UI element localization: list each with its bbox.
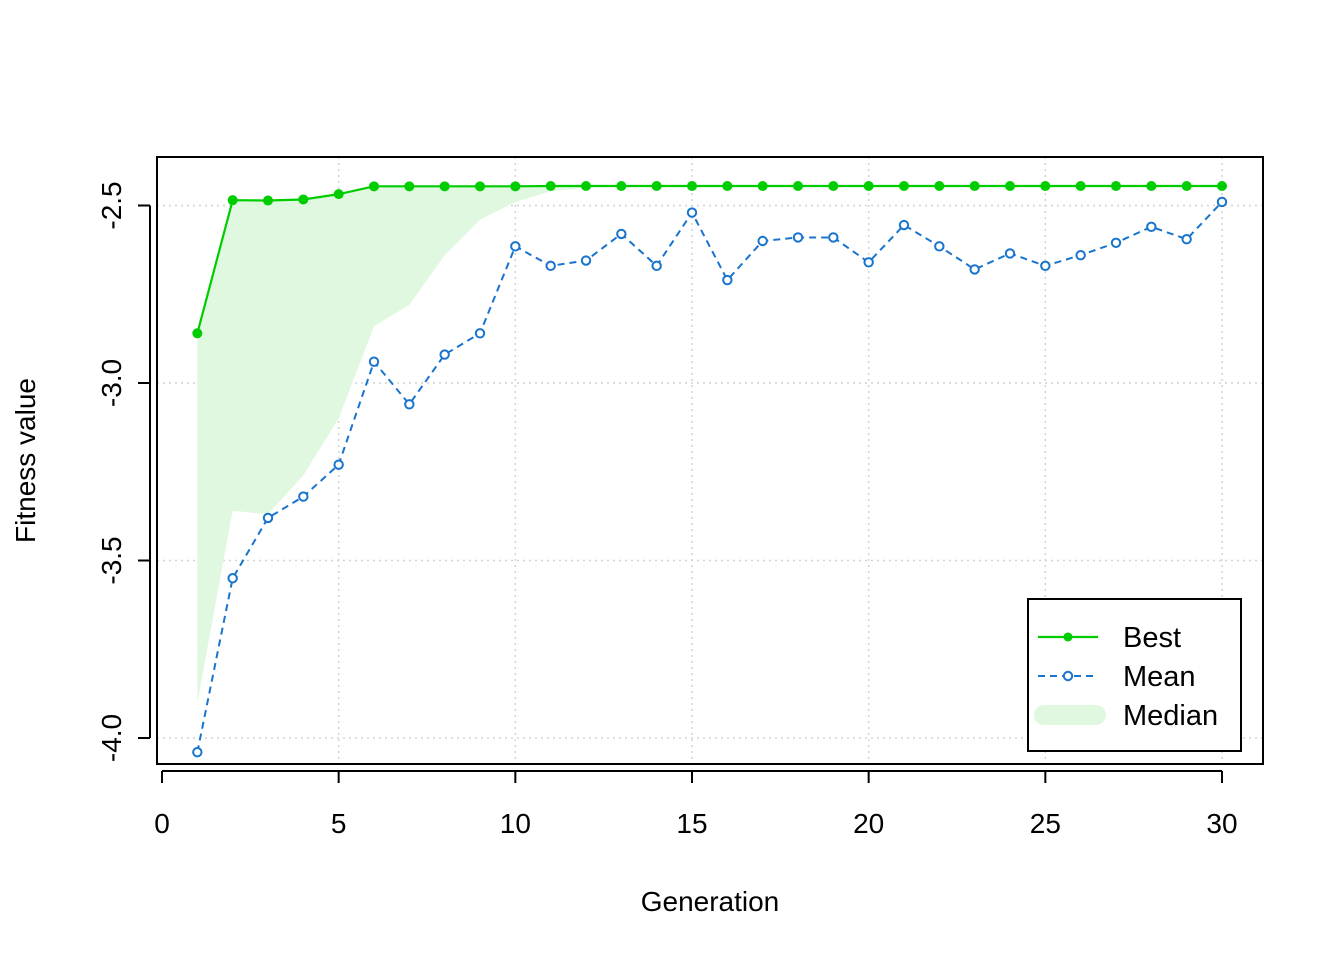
legend-label: Best — [1123, 622, 1181, 654]
legend-marker — [1063, 632, 1073, 642]
mean-point — [757, 235, 768, 247]
mean-series-line — [196, 201, 1223, 753]
best-point — [581, 180, 591, 191]
best-point — [192, 328, 203, 339]
best-point — [651, 180, 662, 191]
legend-label: Mean — [1123, 661, 1196, 693]
y-axis: -4.0 -3.5 -3.0 -2.5 — [96, 181, 151, 762]
y-tick-label: -4.0 — [96, 714, 127, 762]
legend-item-best: Best — [1038, 622, 1181, 654]
best-point — [1146, 180, 1157, 191]
mean-point — [227, 573, 238, 584]
mean-point — [651, 260, 662, 272]
best-point — [439, 181, 450, 192]
mean-point — [863, 257, 874, 268]
mean-point — [510, 241, 521, 252]
best-point — [934, 180, 945, 191]
best-series-line — [196, 184, 1222, 334]
mean-point — [262, 512, 274, 524]
mean-point — [474, 328, 486, 339]
legend-item-median: Median — [1034, 700, 1218, 732]
mean-point — [722, 274, 733, 286]
mean-point — [828, 232, 839, 243]
best-point — [1111, 180, 1121, 191]
mean-point — [1146, 221, 1157, 233]
best-point — [899, 180, 909, 191]
mean-point — [969, 264, 980, 275]
mean-point — [1110, 237, 1122, 248]
y-tick-label: -3.0 — [96, 359, 127, 407]
mean-point — [1075, 250, 1086, 261]
mean-point — [616, 228, 627, 240]
mean-point — [404, 399, 415, 410]
best-point — [333, 189, 344, 200]
best-point — [969, 180, 980, 191]
best-point — [1075, 180, 1086, 191]
best-point — [828, 180, 839, 191]
best-point — [510, 181, 521, 192]
mean-point — [792, 232, 804, 243]
best-point — [369, 181, 379, 192]
mean-point — [192, 747, 203, 758]
x-axis: 0 5 10 15 20 25 30 — [154, 770, 1238, 839]
mean-point — [1004, 248, 1016, 259]
best-point — [227, 195, 238, 206]
mean-point — [1216, 196, 1228, 208]
x-tick-label: 30 — [1206, 808, 1237, 839]
best-point — [475, 181, 485, 192]
best-point — [1217, 180, 1227, 191]
x-tick-label: 20 — [853, 808, 884, 839]
x-tick-label: 0 — [154, 808, 170, 839]
best-point — [263, 195, 273, 206]
mean-point — [439, 349, 450, 360]
y-tick-label: -2.5 — [96, 181, 127, 229]
legend-marker — [1062, 670, 1074, 682]
mean-point — [580, 255, 592, 266]
legend-label: Median — [1123, 700, 1218, 732]
legend-item-mean: Mean — [1038, 661, 1196, 693]
mean-point — [934, 241, 945, 252]
mean-point — [1040, 260, 1051, 272]
y-axis-label: Fitness value — [10, 378, 41, 543]
mean-point — [298, 491, 309, 502]
best-point — [1040, 180, 1051, 191]
mean-point — [368, 356, 380, 367]
best-point — [687, 180, 697, 191]
best-point — [757, 180, 768, 191]
best-point — [545, 180, 556, 191]
best-point — [863, 180, 874, 191]
mean-point — [1181, 234, 1192, 245]
plot-frame — [156, 156, 1264, 765]
legend: Best Mean Median — [1027, 598, 1242, 752]
mean-point — [545, 260, 556, 272]
x-axis-label: Generation — [641, 886, 780, 917]
best-point — [793, 180, 803, 191]
y-tick-label: -3.5 — [96, 536, 127, 584]
mean-point — [333, 459, 344, 470]
x-tick-label: 25 — [1030, 808, 1061, 839]
mean-point — [686, 207, 698, 218]
best-point — [298, 194, 309, 205]
mean-point — [898, 219, 910, 231]
best-point — [1005, 180, 1015, 191]
median-band-area — [197, 185, 1222, 703]
x-tick-label: 10 — [500, 808, 531, 839]
best-point — [616, 180, 627, 191]
x-tick-label: 15 — [676, 808, 707, 839]
median-band — [197, 185, 1222, 703]
best-point — [722, 180, 733, 191]
x-tick-label: 5 — [331, 808, 347, 839]
best-point — [1181, 180, 1192, 191]
series-lines — [192, 180, 1228, 758]
best-point — [404, 181, 415, 192]
